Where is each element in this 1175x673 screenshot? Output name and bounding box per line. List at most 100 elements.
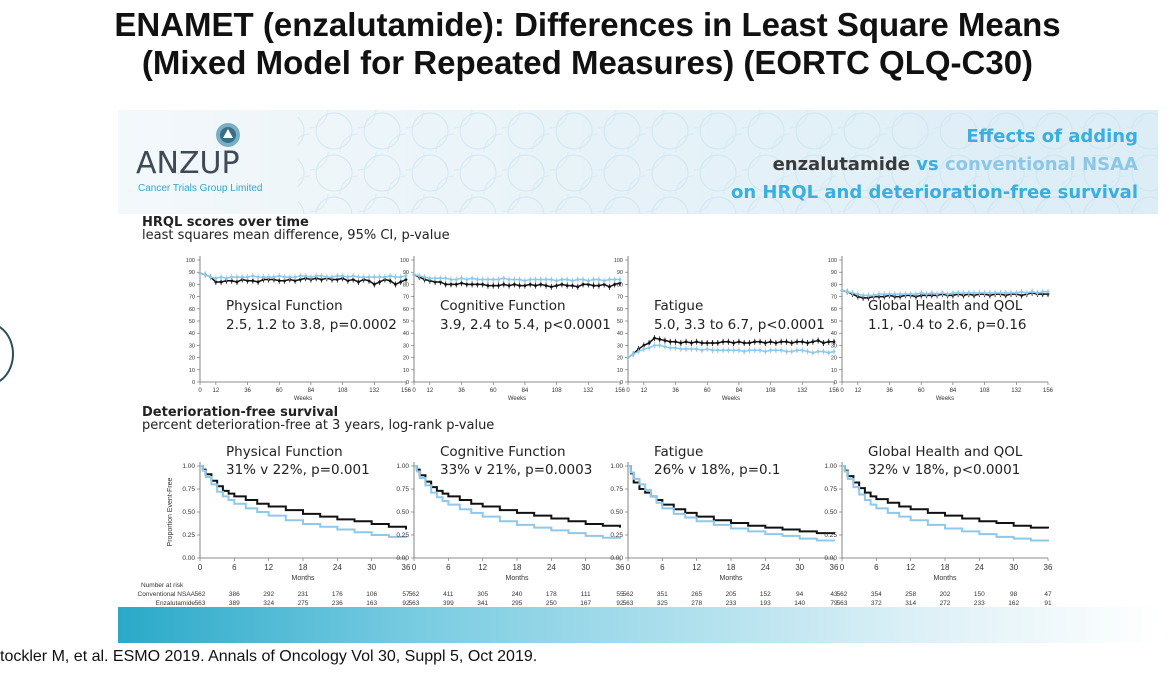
chart-3-enzalutamide-point xyxy=(758,340,762,344)
chart-1-enzalutamide-point xyxy=(235,280,239,284)
chart-4-y-tick-label: 30 xyxy=(831,343,837,349)
chart-3-conventional-point xyxy=(674,346,677,350)
chart-2-y-tick-label: 50 xyxy=(403,319,409,325)
chart-2-enzalutamide-point xyxy=(512,283,516,286)
chart-8-x-tick-label: 12 xyxy=(906,563,915,572)
chart-4-conventional-point xyxy=(861,293,865,297)
chart-2-enzalutamide-point xyxy=(534,284,537,288)
chart-4-conventional-point xyxy=(882,292,886,296)
chart-1-y-tick-label: 50 xyxy=(189,319,195,325)
chart-6-y-tick-label: 0.00 xyxy=(396,555,409,562)
chart-5-risk-enzalutamide-value: 324 xyxy=(263,600,274,607)
chart-1-enzalutamide-point xyxy=(293,279,297,283)
chart-5-risk-conventional-value: 562 xyxy=(195,591,206,598)
chart-7-risk-enzalutamide-value: 79 xyxy=(830,600,838,607)
chart-1-conventional-point xyxy=(214,276,218,280)
chart-5-x-tick-label: 12 xyxy=(264,563,273,572)
chart-3-y-tick-label: 50 xyxy=(617,319,623,325)
chart-2-x-label: Weeks xyxy=(508,396,526,402)
chart-3-enzalutamide-point xyxy=(663,339,667,342)
chart-2-conventional-point xyxy=(565,278,569,281)
effects-enzalutamide: enzalutamide xyxy=(772,154,910,175)
chart-1-enzalutamide-point xyxy=(219,280,223,284)
chart-4-conventional-point xyxy=(925,292,928,296)
chart-2-conventional-point xyxy=(544,278,548,281)
chart-3-enzalutamide-point xyxy=(748,341,751,345)
chart-1-x-tick-label: 108 xyxy=(338,388,349,394)
chart-3-conventional-point xyxy=(763,350,767,353)
chart-3-x-tick-label: 0 xyxy=(626,388,630,394)
chart-1-conventional-point xyxy=(293,275,297,279)
chart-5-x-tick-label: 30 xyxy=(367,563,376,572)
chart-2-conventional-point xyxy=(417,274,421,278)
chart-8-conventional-line xyxy=(842,465,1049,542)
risk-table-enzalutamide-label: Enzalutamide xyxy=(156,600,196,607)
chart-3-conventional-point xyxy=(769,348,773,352)
chart-7-risk-conventional-value: 152 xyxy=(760,591,771,598)
chart-1-conventional-point xyxy=(383,275,387,279)
chart-7-x-tick-label: 12 xyxy=(692,563,701,572)
chart-6-x-label: Months xyxy=(506,575,529,582)
chart-3-y-tick-label: 30 xyxy=(617,343,623,349)
chart-6-y-tick-label: 0.25 xyxy=(396,532,409,539)
chart-3-conventional-point xyxy=(695,347,699,351)
chart-8-risk-enzalutamide-value: 563 xyxy=(837,600,848,607)
chart-8-risk-enzalutamide-value: 272 xyxy=(940,600,951,607)
chart-7-risk-conventional-value: 43 xyxy=(830,591,838,598)
chart-5-conventional-line xyxy=(200,465,407,538)
chart-7-x-tick-label: 30 xyxy=(795,563,804,572)
chart-7-stat: 26% v 18%, p=0.1 xyxy=(654,462,781,478)
chart-7-conventional-line xyxy=(628,465,835,542)
chart-8-x-tick-label: 18 xyxy=(941,563,950,572)
chart-4-conventional-point xyxy=(845,290,849,294)
chart-2-conventional-point xyxy=(597,278,601,281)
chart-1-y-tick-label: 100 xyxy=(186,258,195,264)
chart-1-enzalutamide-point xyxy=(230,279,234,283)
chart-2-conventional-point xyxy=(523,279,527,283)
chart-8-risk-enzalutamide-value: 233 xyxy=(974,600,985,607)
chart-3-enzalutamide-point xyxy=(806,341,809,345)
chart-2-conventional-point xyxy=(618,278,622,281)
chart-3-conventional-point xyxy=(795,348,799,352)
chart-8-risk-conventional-value: 258 xyxy=(905,591,916,598)
chart-1-x-tick-label: 12 xyxy=(213,388,220,394)
chart-2-conventional-point xyxy=(602,279,606,283)
chart-1-conventional-point xyxy=(272,275,276,279)
chart-1-conventional-point xyxy=(288,275,292,279)
chart-3-enzalutamide-point xyxy=(774,341,778,345)
chart-3-conventional-point xyxy=(631,352,635,356)
chart-1-conventional-point xyxy=(378,275,381,279)
chart-6-stat: 33% v 21%, p=0.0003 xyxy=(440,462,593,478)
chart-1-enzalutamide-point xyxy=(388,279,392,283)
chart-1-x-tick-label: 132 xyxy=(369,388,380,394)
chart-1-y-tick-label: 40 xyxy=(189,331,195,337)
chart-3-y-tick-label: 90 xyxy=(617,270,623,276)
chart-2-enzalutamide-point xyxy=(528,283,532,286)
chart-4-conventional-point xyxy=(977,291,981,295)
chart-2-conventional-point xyxy=(534,278,537,281)
chart-2-enzalutamide-point xyxy=(586,283,590,286)
chart-3-enzalutamide-point xyxy=(700,341,704,345)
chart-2-conventional-point xyxy=(560,278,564,281)
chart-3-enzalutamide-point xyxy=(716,341,720,345)
chart-3-conventional-point xyxy=(711,348,714,352)
chart-2-conventional-point xyxy=(512,278,516,281)
chart-1-x-tick-label: 156 xyxy=(401,388,412,394)
chart-6-x-tick-label: 6 xyxy=(446,563,451,572)
chart-2-enzalutamide-point xyxy=(460,281,463,285)
chart-7-x-tick-label: 36 xyxy=(830,563,839,572)
chart-5-x-tick-label: 6 xyxy=(232,563,237,572)
chart-3-enzalutamide-point xyxy=(753,340,757,344)
chart-3-x-tick-label: 108 xyxy=(766,388,777,394)
chart-3-enzalutamide-line xyxy=(627,337,834,359)
chart-3-conventional-point xyxy=(689,347,693,351)
chart-2-enzalutamide-point xyxy=(581,283,585,286)
chart-1-enzalutamide-point xyxy=(251,279,255,283)
chart-1-enzalutamide-point xyxy=(256,280,260,284)
chart-5-name: Physical Function xyxy=(226,444,343,460)
chart-2-enzalutamide-point xyxy=(497,284,500,288)
dfs-section-subtitle: percent deterioration-free at 3 years, l… xyxy=(142,418,495,433)
chart-3-conventional-point xyxy=(716,348,720,352)
chart-2-conventional-point xyxy=(497,278,500,281)
chart-3-enzalutamide-point xyxy=(816,339,820,342)
